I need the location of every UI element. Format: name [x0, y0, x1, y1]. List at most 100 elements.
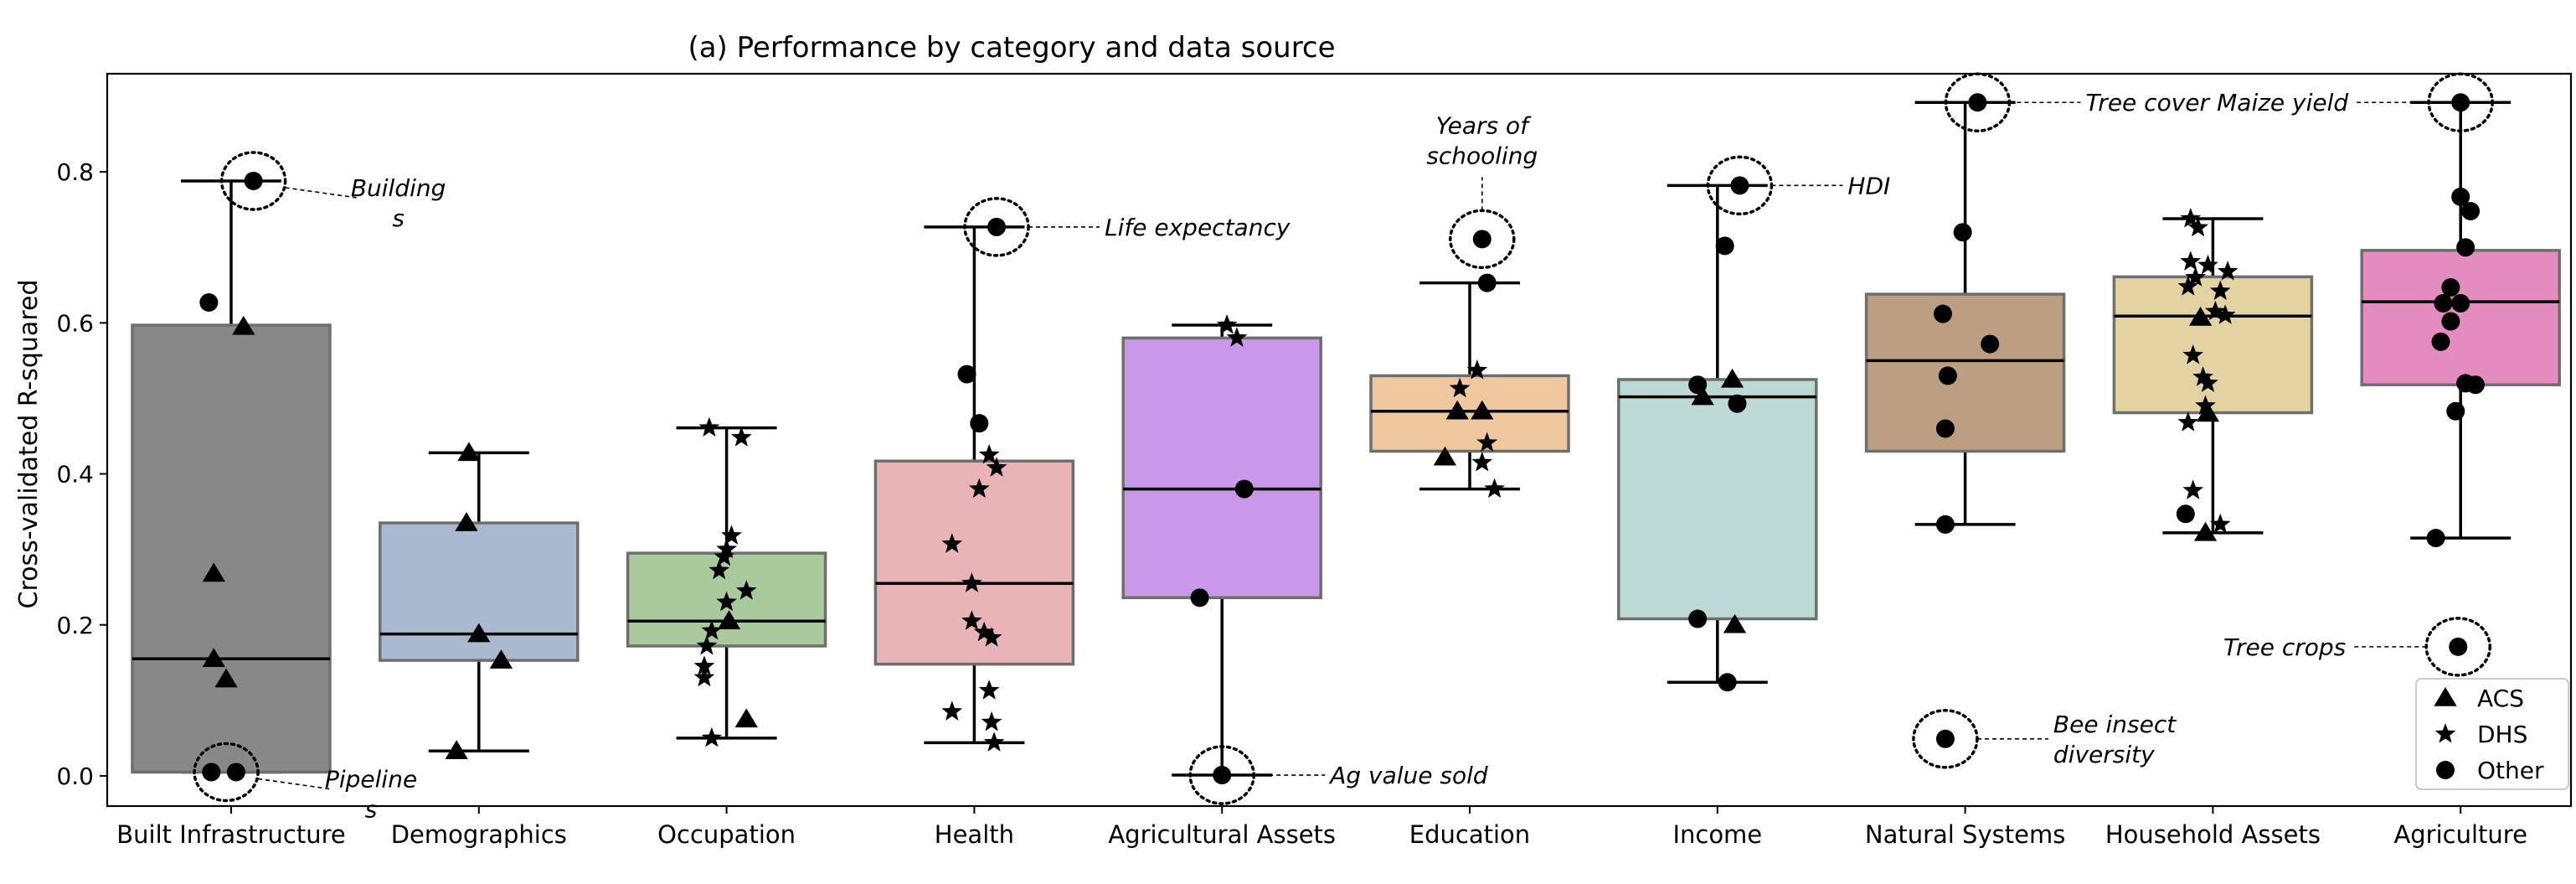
annotation-circle	[193, 742, 260, 803]
x-tick-label: Occupation	[657, 820, 796, 849]
point-circle	[1213, 766, 1232, 785]
annotation-label: Years of schooling	[1426, 111, 1538, 169]
point-triangle	[1691, 385, 1714, 406]
point-star	[731, 426, 752, 447]
point-star	[2182, 479, 2204, 499]
point-circle	[2441, 277, 2460, 297]
point-star	[2180, 251, 2202, 271]
box	[1121, 336, 1322, 600]
annotation-label: Life expectancy	[1105, 214, 1291, 241]
point-star	[721, 525, 742, 545]
point-circle	[1935, 729, 1955, 748]
box	[873, 459, 1075, 666]
point-circle	[2451, 93, 2470, 112]
point-circle	[1688, 609, 1708, 628]
y-axis-label: Cross-validated R-squared	[14, 280, 44, 609]
point-circle	[2449, 637, 2468, 656]
point-star	[961, 610, 982, 630]
point-circle	[2451, 187, 2470, 206]
point-star	[978, 680, 1000, 700]
point-circle	[2465, 375, 2485, 395]
box	[1369, 374, 1570, 453]
annotation-label: Tree crops	[2223, 633, 2346, 661]
box	[2360, 249, 2561, 386]
point-circle	[957, 364, 976, 384]
point-star	[1471, 452, 1493, 472]
point-circle	[1933, 304, 1952, 323]
point-star	[2209, 280, 2231, 300]
point-circle	[226, 763, 245, 782]
legend-label: Other	[2477, 757, 2544, 784]
point-circle	[2456, 238, 2476, 257]
point-circle	[1935, 419, 1955, 438]
point-star	[941, 700, 963, 721]
point-triangle	[1433, 446, 1457, 466]
annotation-label: Bee insect diversity	[2053, 711, 2177, 768]
point-star	[941, 533, 963, 553]
point-circle	[244, 171, 263, 190]
point-star	[969, 478, 990, 499]
point-triangle	[232, 315, 255, 335]
legend-marker-star	[2434, 723, 2456, 743]
point-triangle	[1723, 613, 1747, 633]
plot-frame	[106, 72, 2573, 808]
x-tick-label: Household Assets	[2105, 820, 2321, 849]
point-triangle	[202, 648, 225, 668]
point-star	[2209, 513, 2231, 534]
annotation-label: HDI	[1847, 172, 1890, 199]
x-tick-label: Agricultural Assets	[1108, 820, 1336, 849]
annotation-circle	[219, 151, 287, 211]
point-circle	[1718, 673, 1737, 692]
annotation-label: Building s	[351, 174, 446, 232]
annotation-label: Maize yield	[2217, 89, 2348, 116]
point-star	[698, 416, 720, 437]
chart-title: (a) Performance by category and data sou…	[688, 31, 1335, 65]
legend-label: ACS	[2477, 685, 2524, 712]
point-star	[2180, 208, 2202, 228]
x-tick-label: Education	[1409, 820, 1530, 849]
point-star	[983, 731, 1005, 752]
point-star	[701, 620, 723, 640]
point-star	[961, 572, 982, 592]
point-triangle	[467, 623, 491, 643]
point-circle	[2176, 504, 2195, 524]
annotation-label: Pipeline s	[325, 765, 417, 823]
point-star	[735, 580, 757, 600]
point-star	[693, 666, 715, 687]
box	[1617, 378, 1818, 621]
point-triangle	[2193, 521, 2218, 541]
point-circle	[2451, 293, 2470, 313]
point-star	[716, 591, 737, 612]
point-star	[1484, 478, 1505, 499]
point-triangle	[734, 708, 758, 728]
point-triangle	[457, 442, 481, 462]
point-triangle	[214, 668, 238, 688]
point-circle	[970, 414, 989, 433]
box	[2112, 275, 2314, 415]
point-circle	[1190, 588, 1209, 607]
point-circle	[202, 763, 221, 782]
point-star	[701, 726, 723, 747]
x-tick-label: Health	[935, 820, 1014, 849]
point-circle	[1477, 273, 1497, 292]
point-star	[693, 655, 715, 675]
annotation-leader	[285, 187, 357, 199]
point-star	[981, 627, 1002, 647]
box	[1864, 292, 2066, 453]
point-circle	[2446, 401, 2465, 421]
point-triangle	[489, 649, 513, 669]
point-triangle	[1720, 368, 1744, 388]
point-circle	[199, 293, 219, 313]
point-star	[716, 538, 737, 559]
point-circle	[1472, 230, 1492, 249]
point-circle	[2426, 529, 2445, 548]
point-triangle	[717, 610, 741, 629]
point-star	[986, 457, 1007, 477]
point-triangle	[2196, 402, 2220, 422]
annotation-leader	[257, 778, 330, 790]
x-tick-label: Natural Systems	[1865, 820, 2065, 849]
point-circle	[1938, 366, 1957, 385]
point-circle	[2434, 293, 2453, 313]
point-star	[981, 711, 1002, 731]
point-star	[2177, 411, 2199, 432]
